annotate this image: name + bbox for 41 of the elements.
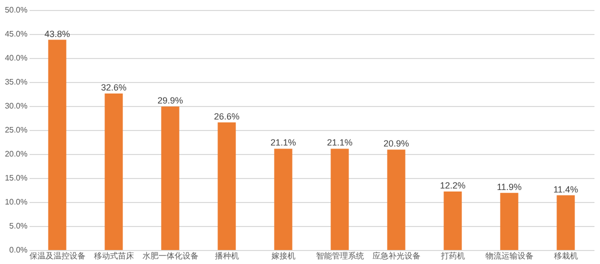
- bar: [104, 94, 123, 250]
- y-tick-label: 50.0%: [4, 6, 28, 14]
- x-tick-label: 嫁接机: [271, 252, 296, 260]
- y-tick-label: 20.0%: [4, 150, 28, 158]
- y-tick-label: 5.0%: [9, 222, 28, 230]
- x-tick-label: 水肥一体化设备: [142, 252, 198, 260]
- bar: [218, 122, 236, 250]
- data-label: 12.2%: [440, 180, 466, 190]
- y-tick-label: 25.0%: [4, 126, 28, 134]
- y-tick-label: 35.0%: [4, 78, 28, 86]
- x-tick-label: 智能管理系统: [316, 252, 364, 260]
- x-tick-label: 保温及温控设备: [29, 252, 86, 260]
- bar: [48, 40, 66, 250]
- y-tick-label: 45.0%: [4, 30, 28, 38]
- y-tick-label: 30.0%: [4, 102, 28, 110]
- x-tick-label: 移栽机: [554, 252, 578, 260]
- x-tick-label: 物流运输设备: [485, 252, 534, 260]
- y-tick-label: 40.0%: [4, 54, 28, 62]
- bar: [161, 106, 180, 250]
- bar: [500, 192, 518, 250]
- y-tick-label: 0.0%: [9, 246, 28, 254]
- bar: [274, 148, 292, 250]
- y-tick-label: 15.0%: [4, 174, 28, 182]
- data-label: 21.1%: [326, 138, 353, 148]
- x-tick-label: 移动式苗床: [94, 252, 134, 260]
- data-label: 43.8%: [44, 28, 70, 39]
- bar: [444, 191, 462, 250]
- y-tick-label: 10.0%: [4, 198, 28, 206]
- x-tick-label: 应急补光设备: [372, 252, 420, 260]
- bar: [330, 148, 349, 250]
- data-label: 32.6%: [100, 82, 127, 93]
- data-label: 11.9%: [496, 182, 522, 192]
- bar: [387, 150, 406, 250]
- data-label: 29.9%: [157, 95, 184, 106]
- x-tick-label: 打药机: [440, 252, 465, 260]
- x-tick-label: 播种机: [214, 252, 239, 260]
- data-label: 11.4%: [553, 184, 578, 194]
- data-label: 21.1%: [270, 138, 296, 148]
- data-label: 26.6%: [214, 111, 240, 122]
- bar: [556, 195, 575, 250]
- data-label: 20.9%: [383, 138, 410, 149]
